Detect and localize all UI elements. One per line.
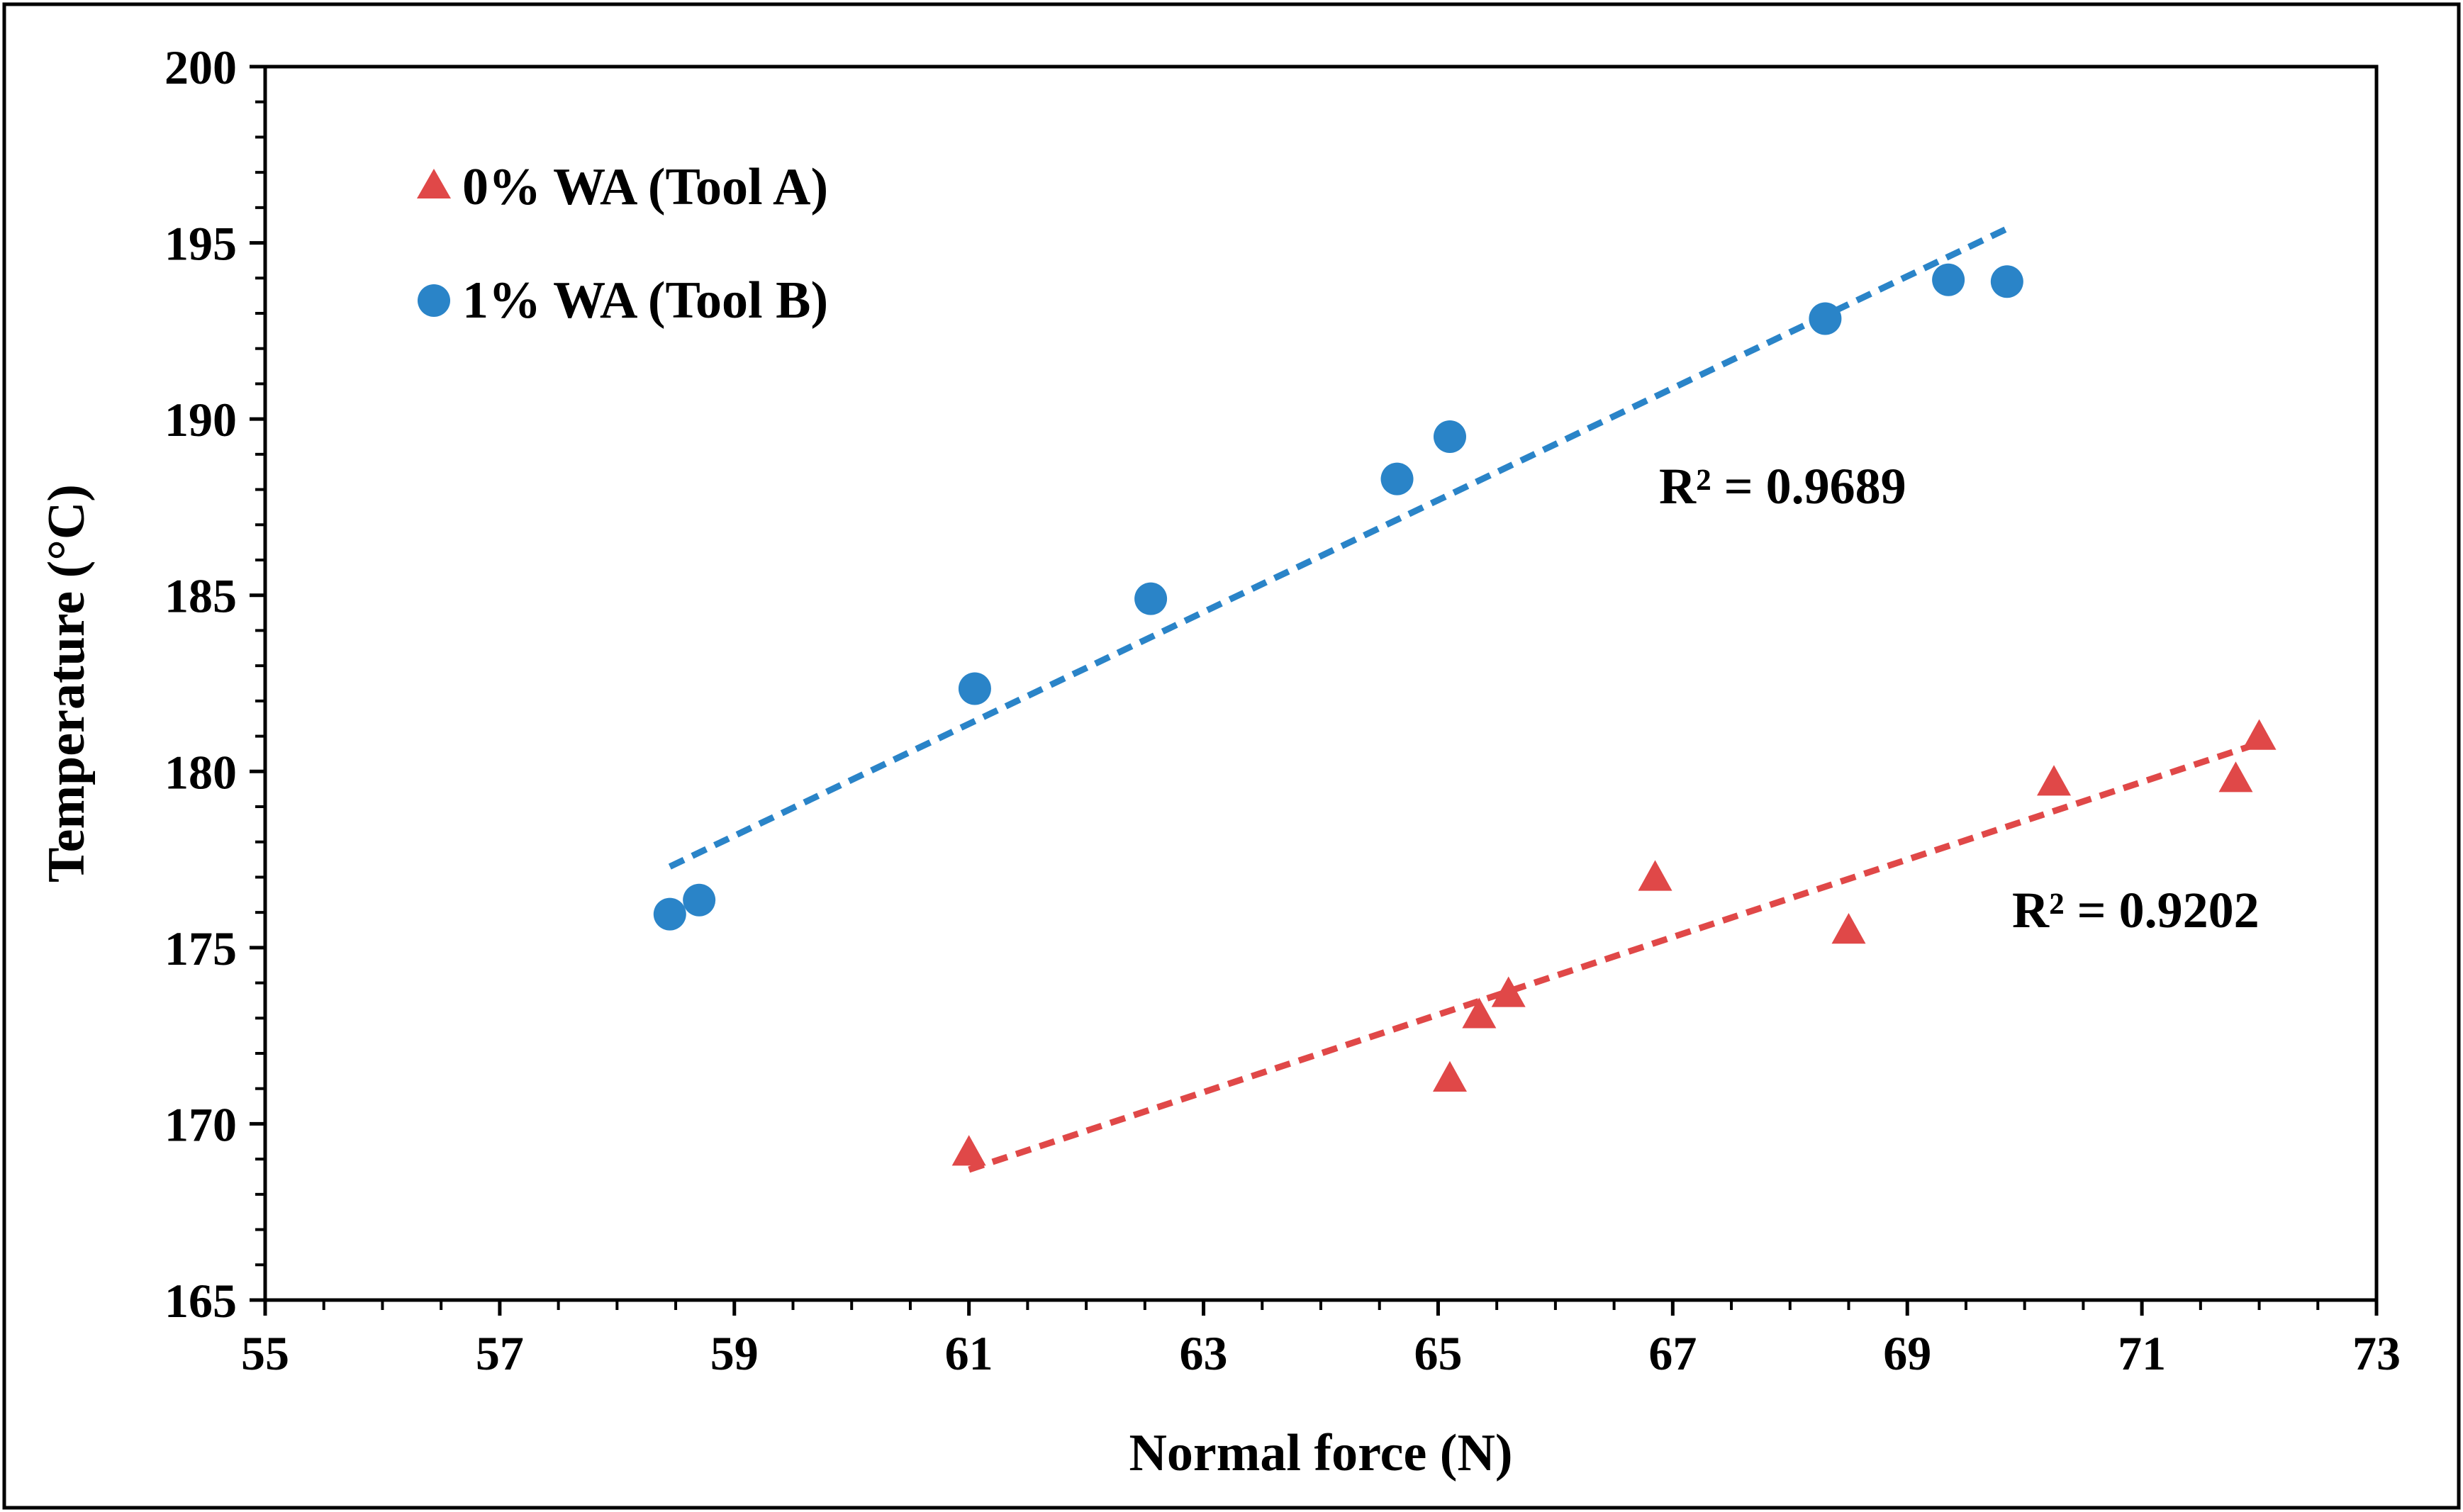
x-tick-label: 57 [476, 1326, 524, 1380]
x-tick-label: 69 [1883, 1326, 1931, 1380]
data-point-tool-b [683, 883, 716, 917]
x-tick-label: 71 [2118, 1326, 2166, 1380]
r-squared-tool-a: R² = 0.9202 [2012, 882, 2260, 939]
legend-item-tool-a: 0% WA (Tool A) [417, 158, 828, 216]
legend-item-tool-b: 1% WA (Tool B) [418, 271, 828, 330]
data-point-tool-b [653, 897, 686, 931]
x-tick-label: 55 [241, 1326, 289, 1380]
data-point-tool-a [2037, 765, 2072, 796]
trendline-tool-a [968, 740, 2260, 1173]
y-tick-label: 190 [164, 393, 237, 447]
legend: 0% WA (Tool A) 1% WA (Tool B) [417, 158, 828, 330]
x-tick-label: 73 [2352, 1326, 2401, 1380]
x-tick-label: 65 [1414, 1326, 1462, 1380]
y-tick-label: 170 [164, 1097, 237, 1151]
x-tick-label: 59 [710, 1326, 759, 1380]
x-tick-label: 67 [1648, 1326, 1697, 1380]
legend-label-tool-b: 1% WA (Tool B) [462, 271, 828, 330]
data-point-tool-b [1809, 302, 1842, 335]
data-point-tool-a [1491, 976, 1526, 1007]
x-tick-label: 63 [1180, 1326, 1228, 1380]
data-point-tool-a [1638, 860, 1672, 891]
data-point-tool-b [1134, 582, 1168, 615]
data-point-tool-a [951, 1135, 986, 1166]
y-tick-label: 185 [164, 569, 237, 623]
data-point-tool-a [2242, 719, 2277, 750]
data-point-tool-a [1831, 913, 1866, 944]
x-tick-label: 61 [945, 1326, 993, 1380]
data-point-tool-b [1380, 462, 1414, 495]
y-tick-label: 165 [164, 1274, 237, 1328]
legend-triangle-marker [417, 169, 451, 198]
trendlines [668, 225, 2260, 1173]
y-tick-label: 180 [164, 745, 237, 799]
data-point-tool-b [1433, 420, 1466, 453]
data-point-tool-b [1990, 265, 2023, 298]
y-tick-label: 195 [164, 217, 237, 271]
x-axis: 55 57 59 61 63 65 67 69 71 73 [241, 1300, 2401, 1380]
data-point-tool-a [1462, 997, 1497, 1029]
data-point-tool-b [958, 672, 991, 705]
data-point-tool-a [1432, 1060, 1467, 1092]
data-point-tool-b [1932, 263, 1965, 296]
data-point-tool-a [2218, 761, 2253, 793]
y-tick-label: 200 [164, 40, 237, 94]
legend-label-tool-a: 0% WA (Tool A) [462, 158, 828, 216]
data-points [653, 263, 2277, 1166]
y-axis: 165 170 175 180 185 190 195 200 [164, 40, 265, 1328]
r-squared-tool-b: R² = 0.9689 [1659, 458, 1906, 515]
legend-circle-marker [418, 284, 450, 317]
y-axis-title: Temperature (°C) [38, 484, 96, 883]
y-tick-label: 175 [164, 922, 237, 975]
x-axis-title: Normal force (N) [1129, 1424, 1512, 1482]
